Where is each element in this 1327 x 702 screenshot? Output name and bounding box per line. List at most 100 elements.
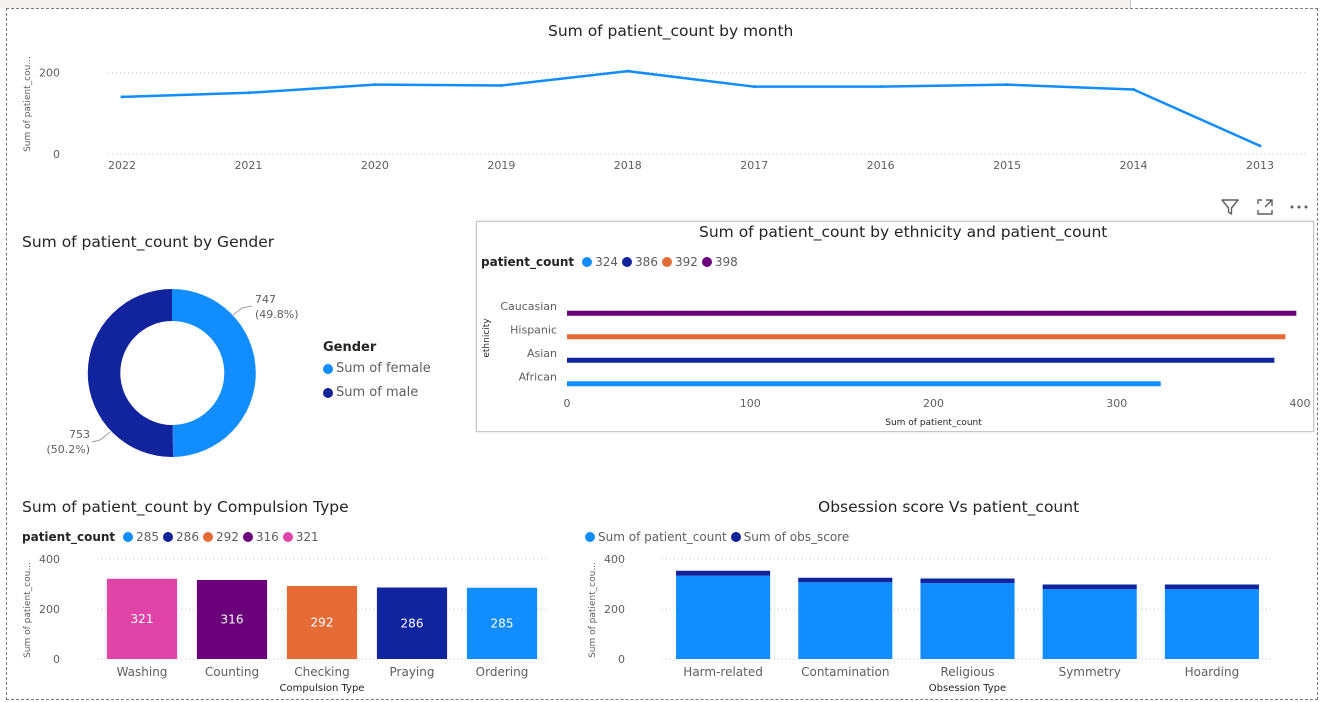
ethnicity-visual-container[interactable] xyxy=(476,221,1314,432)
x-tick-label: 100 xyxy=(740,397,761,410)
data-label: 292 xyxy=(311,616,334,630)
focus-mode-icon[interactable] xyxy=(1254,196,1276,218)
data-point xyxy=(1132,88,1136,92)
filter-icon[interactable] xyxy=(1219,196,1241,218)
legend-label: 286 xyxy=(176,530,199,544)
legend-item[interactable]: 286 xyxy=(163,530,199,544)
y-tick-label: Asian xyxy=(527,347,557,360)
month-chart-title: Sum of patient_count by month xyxy=(548,22,794,40)
legend-dot xyxy=(661,257,672,267)
data-point xyxy=(752,85,756,89)
legend-dot xyxy=(123,532,134,542)
x-tick-label: Contamination xyxy=(801,665,889,679)
x-axis-label: Sum of patient_count xyxy=(885,418,982,428)
compulsion-chart-title: Sum of patient_count by Compulsion Type xyxy=(22,498,349,516)
bar-asian xyxy=(567,357,1275,363)
legend-item[interactable]: 285 xyxy=(123,530,159,544)
month-line-chart[interactable]: 0 200 Sum of patient_cou... 2022 2021 2020 201… xyxy=(10,42,1310,178)
leader-line xyxy=(231,305,253,317)
legend-label: Sum of patient_count xyxy=(598,530,727,544)
compulsion-legend: patient_count 285 286 292 316 321 xyxy=(22,530,323,544)
bar-harm-related-patient-count xyxy=(676,575,771,659)
obsession-chart-title: Obsession score Vs patient_count xyxy=(818,498,1080,516)
legend-item[interactable]: Sum of obs_score xyxy=(730,530,849,544)
legend-item[interactable]: Sum of patient_count xyxy=(585,530,727,544)
bar-african xyxy=(567,381,1161,387)
legend-item[interactable]: 321 xyxy=(282,530,319,544)
y-tick-label: African xyxy=(519,370,557,383)
obsession-stacked-chart[interactable]: 0 200 400 Sum of patient_cou... Harm-related… xyxy=(575,548,1315,698)
window-top-bar xyxy=(0,0,1327,8)
ethnicity-legend-title: patient_count xyxy=(481,255,575,269)
x-tick-label: Washing xyxy=(117,665,168,679)
bar-contamination-patient-count xyxy=(798,582,893,659)
bar-religious-patient-count xyxy=(920,583,1015,659)
legend-label: 321 xyxy=(295,530,319,544)
legend-item[interactable]: 398 xyxy=(701,255,738,269)
pie-slice-female xyxy=(172,289,256,457)
bar-ordering xyxy=(466,587,538,659)
y-axis-label: ethnicity xyxy=(482,318,492,358)
bar-harm-related-obs-score xyxy=(676,570,771,576)
more-options-icon[interactable] xyxy=(1288,196,1310,218)
x-tick-label: Ordering xyxy=(476,665,529,679)
x-tick-label: 400 xyxy=(1290,397,1311,410)
x-tick-label: 0 xyxy=(564,397,571,410)
legend-label: 285 xyxy=(136,530,160,544)
legend-dot xyxy=(282,532,293,542)
legend-label: 398 xyxy=(714,255,738,269)
bar-hoarding-obs-score xyxy=(1164,584,1259,589)
legend-label: 292 xyxy=(215,530,239,544)
legend-item-male[interactable]: Sum of male xyxy=(323,385,431,400)
data-point xyxy=(879,85,883,89)
data-label: (49.8%) xyxy=(255,308,299,321)
bar-counting xyxy=(196,580,268,659)
bar-washing xyxy=(106,578,178,659)
y-tick-label: Hispanic xyxy=(510,323,557,336)
data-point xyxy=(1258,144,1262,148)
y-tick-label: 200 xyxy=(604,603,625,616)
data-label: 286 xyxy=(401,616,424,630)
legend-item-female[interactable]: Sum of female xyxy=(323,361,431,376)
legend-dot xyxy=(242,532,253,542)
x-tick-label: 2018 xyxy=(614,159,642,172)
x-tick-label: Checking xyxy=(294,665,349,679)
gender-donut-chart[interactable]: 747 (49.8%) 753 (50.2%) xyxy=(20,270,320,480)
legend-item[interactable]: 316 xyxy=(242,530,279,544)
y-tick-label: Caucasian xyxy=(500,300,557,313)
legend-label-female: Sum of female xyxy=(336,361,431,376)
y-axis-label: Sum of patient_cou... xyxy=(23,56,33,152)
legend-item[interactable]: 386 xyxy=(622,255,658,269)
legend-dot xyxy=(585,532,595,542)
x-tick-label: 2022 xyxy=(108,159,136,172)
x-tick-label: 300 xyxy=(1106,397,1127,410)
data-point xyxy=(1005,83,1009,87)
x-tick-label: 2021 xyxy=(234,159,262,172)
ethnicity-legend: patient_count 324 386 392 398 xyxy=(481,255,742,269)
ethnicity-chart-title: Sum of patient_count by ethnicity and pa… xyxy=(699,223,1108,241)
compulsion-column-chart[interactable]: 0 200 400 Sum of patient_cou... 321 Washing 31… xyxy=(10,548,570,698)
y-tick-label: 200 xyxy=(39,603,60,616)
data-label: 285 xyxy=(491,616,514,630)
ethnicity-bar-chart[interactable]: 0 100 200 300 400 Sum of patient_count ethnici… xyxy=(478,280,1312,430)
y-tick-label: 0 xyxy=(53,653,60,666)
x-tick-label: 2019 xyxy=(487,159,515,172)
bar-hispanic xyxy=(567,334,1286,340)
legend-dot xyxy=(323,387,333,398)
data-point xyxy=(626,69,630,73)
legend-item[interactable]: 392 xyxy=(661,255,698,269)
window-tab xyxy=(1130,0,1327,8)
legend-item[interactable]: 324 xyxy=(582,255,618,269)
x-tick-label: 2020 xyxy=(361,159,389,172)
bar-symmetry-obs-score xyxy=(1042,584,1137,589)
pie-slice-male xyxy=(87,288,174,457)
legend-item[interactable]: 292 xyxy=(202,530,239,544)
legend-dot xyxy=(701,257,712,267)
x-tick-label: Hoarding xyxy=(1185,665,1240,679)
data-label: 753 xyxy=(69,428,90,441)
data-label: 747 xyxy=(255,293,276,306)
x-tick-label: 2014 xyxy=(1120,159,1148,172)
x-tick-label: Symmetry xyxy=(1059,665,1121,679)
x-tick-label: Harm-related xyxy=(683,665,763,679)
bar-caucasian xyxy=(567,310,1297,316)
